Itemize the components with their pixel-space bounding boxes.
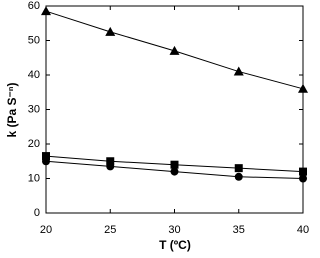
y-tick-label: 40 <box>28 69 40 81</box>
data-point <box>233 66 244 76</box>
y-tick-label: 60 <box>28 0 40 12</box>
x-tick-label: 35 <box>233 224 245 236</box>
data-point <box>106 162 115 171</box>
x-tick-label: 40 <box>297 224 309 236</box>
data-point <box>169 45 180 55</box>
data-point <box>41 6 51 16</box>
x-tick-label: 25 <box>104 224 116 236</box>
x-axis-label: T (ºC) <box>159 238 191 252</box>
data-point <box>299 167 307 176</box>
data-point <box>42 152 50 161</box>
y-tick-label: 20 <box>28 138 40 150</box>
data-point <box>170 160 179 169</box>
data-point <box>299 174 307 183</box>
chart: T (ºC) k (Pa S⁻ⁿ) 0 10 20 30 40 50 60 20 25 30 35 4… <box>5 0 309 252</box>
x-tick-label: 20 <box>40 224 52 236</box>
data-point <box>298 83 308 93</box>
data-point <box>105 26 116 36</box>
y-tick-label: 0 <box>34 207 40 219</box>
y-axis-label: k (Pa S⁻ⁿ) <box>5 82 19 137</box>
data-point <box>106 157 115 166</box>
y-tick-label: 30 <box>28 103 40 115</box>
y-tick-label: 10 <box>28 172 40 184</box>
data-point <box>234 172 243 181</box>
x-tick-label: 30 <box>168 224 180 236</box>
plot-frame <box>45 5 304 214</box>
data-point <box>42 157 50 166</box>
data-point <box>234 164 243 173</box>
y-tick-label: 50 <box>28 34 40 46</box>
data-point <box>170 167 179 176</box>
